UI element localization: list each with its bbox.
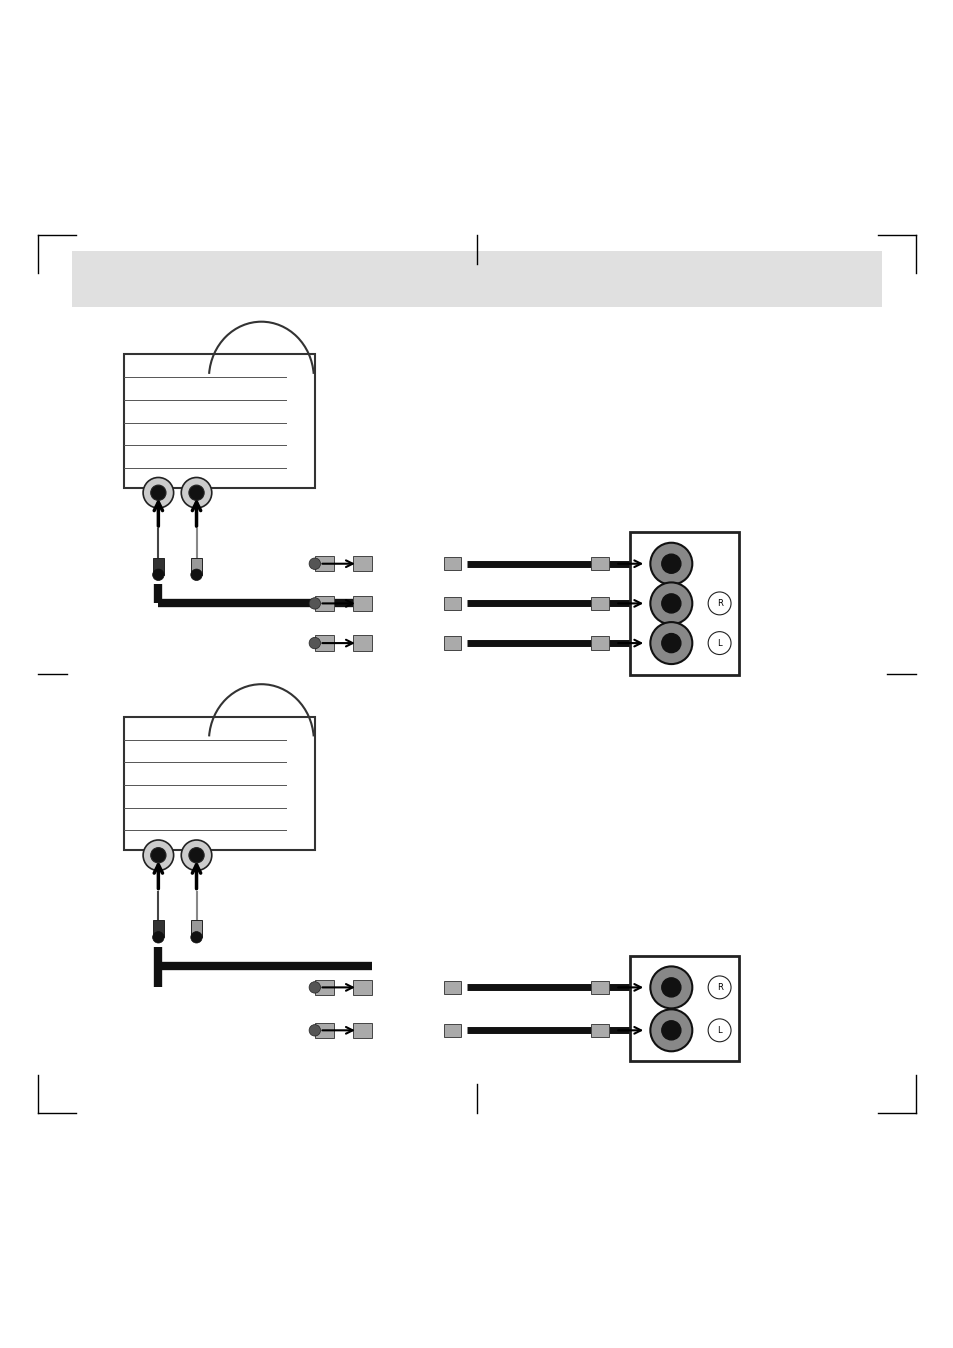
Circle shape	[151, 485, 166, 500]
Text: R: R	[716, 983, 721, 992]
Text: L: L	[717, 1026, 721, 1035]
Text: R: R	[716, 599, 721, 608]
Bar	[152, 558, 164, 574]
Bar	[152, 921, 164, 937]
Circle shape	[181, 840, 212, 871]
Bar	[124, 717, 314, 851]
Circle shape	[707, 592, 730, 615]
Circle shape	[661, 634, 680, 652]
Bar	[353, 635, 372, 651]
Circle shape	[650, 543, 692, 585]
Bar	[191, 558, 202, 574]
Bar	[629, 532, 739, 675]
Circle shape	[661, 554, 680, 573]
Bar	[191, 921, 202, 937]
Bar	[591, 1023, 608, 1037]
Bar	[443, 557, 460, 570]
Bar	[353, 596, 372, 611]
Bar	[353, 1023, 372, 1038]
Bar	[443, 981, 460, 993]
Circle shape	[707, 976, 730, 999]
Circle shape	[181, 477, 212, 508]
Circle shape	[191, 569, 202, 581]
Bar	[71, 251, 882, 307]
Bar	[591, 636, 608, 650]
Circle shape	[309, 981, 320, 993]
Circle shape	[309, 597, 320, 609]
Bar	[443, 597, 460, 611]
Bar	[443, 1023, 460, 1037]
Circle shape	[189, 485, 204, 500]
Circle shape	[191, 931, 202, 944]
Bar	[629, 956, 739, 1061]
Bar	[443, 636, 460, 650]
Circle shape	[661, 594, 680, 613]
Circle shape	[707, 632, 730, 655]
Bar	[591, 597, 608, 611]
Bar	[314, 557, 334, 572]
Circle shape	[309, 1024, 320, 1037]
Circle shape	[143, 840, 173, 871]
Text: L: L	[717, 639, 721, 647]
Circle shape	[151, 848, 166, 863]
Circle shape	[152, 931, 164, 944]
Circle shape	[309, 558, 320, 569]
Bar	[314, 596, 334, 611]
Circle shape	[143, 477, 173, 508]
Bar	[314, 1023, 334, 1038]
Circle shape	[189, 848, 204, 863]
Bar	[353, 557, 372, 572]
Circle shape	[309, 638, 320, 648]
Bar	[314, 635, 334, 651]
Bar	[353, 980, 372, 995]
Bar	[591, 557, 608, 570]
Circle shape	[650, 623, 692, 665]
Bar	[124, 355, 314, 488]
Circle shape	[650, 967, 692, 1008]
Circle shape	[650, 1010, 692, 1051]
Circle shape	[661, 977, 680, 998]
Bar	[591, 981, 608, 993]
Circle shape	[707, 1019, 730, 1042]
Circle shape	[661, 1020, 680, 1039]
Circle shape	[650, 582, 692, 624]
Circle shape	[152, 569, 164, 581]
Bar	[314, 980, 334, 995]
